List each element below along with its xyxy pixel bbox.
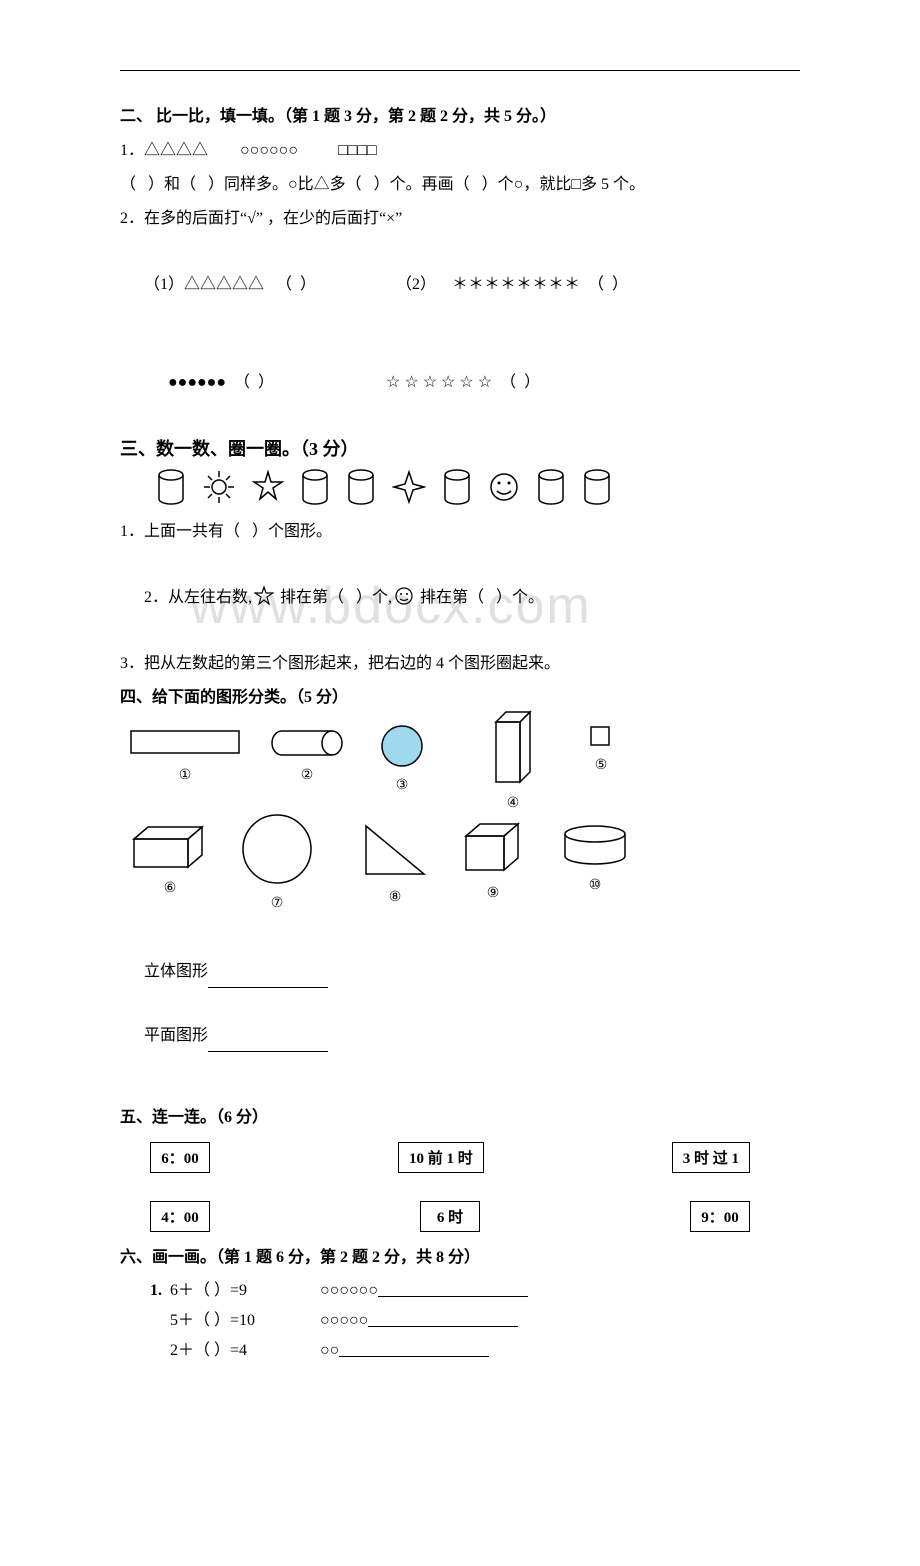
circle-filled-icon	[380, 724, 424, 768]
smiley-icon	[488, 469, 520, 505]
sec3-q3: 3．把从左数起的第三个图形起来，把右边的 4 个图形圈起来。	[120, 648, 800, 680]
sec4-label-flat: 平面图形	[144, 1027, 208, 1044]
shape-num-2: ②	[270, 767, 344, 784]
time-box: 4：00	[150, 1201, 210, 1232]
q6-circles: ○○○○○○	[320, 1282, 378, 1299]
shape-8-wrap: ⑧	[360, 820, 430, 906]
time-box: 3 时 过 1	[672, 1142, 750, 1173]
shape-num-9: ⑨	[460, 885, 526, 902]
sec5-row1: 6：00 10 前 1 时 3 时 过 1	[150, 1142, 750, 1173]
sec6-lines: 1.6＋（ ）=9○○○○○○ 5＋（ ）=10○○○○○ 2＋（ ）=4○○	[120, 1276, 800, 1366]
sec2-q2-r1-right: （2） ＊＊＊＊＊＊＊＊ （ ）	[396, 276, 628, 293]
shape-9-wrap: ⑨	[460, 820, 526, 902]
sec2-q2-row1: （1）△△△△△ （ ） （2） ＊＊＊＊＊＊＊＊ （ ）	[120, 237, 800, 333]
q6-eq: 5＋（ ）=10	[170, 1306, 320, 1336]
sec2-q1-shapes: 1．△△△△ ○○○○○○ □□□□	[120, 135, 800, 167]
shape-num-4: ④	[490, 795, 536, 812]
shape-num-1: ①	[130, 767, 240, 784]
blank-field[interactable]	[208, 969, 328, 988]
sec3-heading: 三、数一数、圈一圈。（3 分）	[120, 433, 800, 465]
time-box: 10 前 1 时	[398, 1142, 484, 1173]
sec3-q2-b: 排在第（ ）个,	[276, 589, 392, 606]
cuboid-icon	[130, 825, 210, 871]
sec2-q2-r2-left: ●●●●●● （ ）	[144, 374, 274, 391]
q6-circles: ○○	[320, 1342, 339, 1359]
sec4-shapes-area: ① ② ③ ④	[120, 720, 800, 920]
blank-field[interactable]	[208, 1033, 328, 1052]
cylinder-icon	[346, 469, 376, 505]
smiley-icon	[394, 586, 414, 606]
sec2-q1-text: （ ）和（ ）同样多。○比△多（ ）个。再画（ ）个○，就比□多 5 个。	[120, 169, 800, 201]
shape-10-wrap: ⑩	[560, 824, 630, 894]
rectangle-icon	[130, 730, 240, 758]
sec3-q2: 2．从左往右数, 排在第（ ）个, 排在第（ ）个。	[120, 550, 800, 646]
blank-field[interactable]	[339, 1356, 489, 1357]
sec3-q2-a: 2．从左往右数,	[144, 589, 252, 606]
shape-3-wrap: ③	[380, 724, 424, 794]
sec2-q2-r1-left: （1）△△△△△ （ ）	[144, 276, 316, 293]
star-icon	[254, 586, 274, 606]
cylinder-icon	[536, 469, 566, 505]
cylinder-icon	[300, 469, 330, 505]
sec4-answer-row: 立体图形 平面图形	[120, 924, 800, 1084]
sec3-q1: 1．上面一共有（ ）个图形。	[120, 516, 800, 548]
sec3-q2-c: 排在第（ ）个。	[416, 589, 544, 606]
cylinder-icon	[442, 469, 472, 505]
sec5-row2: 4：00 6 时 9：00	[150, 1201, 750, 1232]
sec6-line: 5＋（ ）=10○○○○○	[150, 1306, 800, 1336]
sec4-heading: 四、给下面的图形分类。（5 分）	[120, 682, 800, 714]
blank-field[interactable]	[368, 1326, 518, 1327]
sec2-heading: 二、 比一比，填一填。（第 1 题 3 分，第 2 题 2 分，共 5 分。）	[120, 101, 800, 133]
top-rule	[120, 70, 800, 71]
sec2-q2-text: 2．在多的后面打“√” ，在少的后面打“×”	[120, 203, 800, 235]
shape-5-wrap: ⑤	[590, 726, 612, 774]
shape-num-5: ⑤	[590, 757, 612, 774]
blank-field[interactable]	[378, 1296, 528, 1297]
time-box: 9：00	[690, 1201, 750, 1232]
shape-num-7: ⑦	[240, 895, 314, 912]
sec6-heading: 六、画一画。（第 1 题 6 分，第 2 题 2 分，共 8 分）	[120, 1242, 800, 1274]
q6-eq: 2＋（ ）=4	[170, 1336, 320, 1366]
cylinder-icon	[156, 469, 186, 505]
shape-num-10: ⑩	[560, 877, 630, 894]
time-box: 6：00	[150, 1142, 210, 1173]
four-point-star-icon	[392, 469, 426, 505]
shape-7-wrap: ⑦	[240, 812, 314, 912]
q6-circles: ○○○○○	[320, 1312, 368, 1329]
star-icon	[252, 469, 284, 505]
circle-icon	[240, 812, 314, 886]
shape-4-wrap: ④	[490, 710, 536, 812]
cylinder-short-icon	[560, 824, 630, 868]
sec2-q2-row2: ●●●●●● （ ） ☆ ☆ ☆ ☆ ☆ ☆ （ ）	[120, 335, 800, 431]
shape-num-8: ⑧	[360, 889, 430, 906]
time-box: 6 时	[420, 1201, 480, 1232]
sun-icon	[202, 469, 236, 505]
cube-icon	[460, 820, 526, 876]
cylinder-icon	[582, 469, 612, 505]
shape-6-wrap: ⑥	[130, 825, 210, 897]
sec6-line: 2＋（ ）=4○○	[150, 1336, 800, 1366]
cylinder-side-icon	[270, 728, 344, 758]
sec4-label-solid: 立体图形	[144, 963, 208, 980]
square-icon	[590, 726, 612, 748]
triangle-icon	[360, 820, 430, 880]
sec5-heading: 五、连一连。（6 分）	[120, 1102, 800, 1134]
cuboid-tall-icon	[490, 710, 536, 786]
sec2-q2-r2-right: ☆ ☆ ☆ ☆ ☆ ☆ （ ）	[354, 374, 540, 391]
shape-num-3: ③	[380, 777, 424, 794]
shape-1-wrap: ①	[130, 730, 240, 784]
shape-num-6: ⑥	[130, 880, 210, 897]
sec3-icon-row	[150, 469, 800, 510]
shape-2-wrap: ②	[270, 728, 344, 784]
